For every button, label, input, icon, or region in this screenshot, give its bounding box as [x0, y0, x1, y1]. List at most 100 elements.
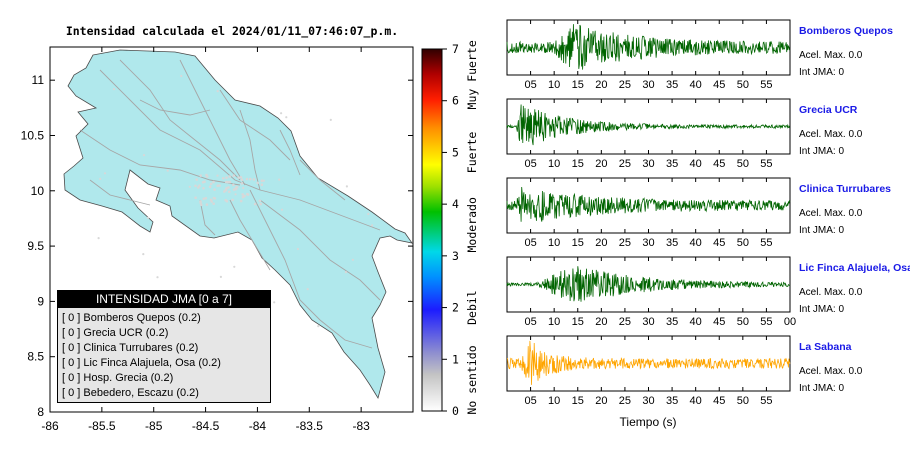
seismogram-trace: [506, 266, 791, 302]
map-y-tick-label: 10: [31, 184, 45, 198]
colorbar-tick-label: 5: [452, 145, 459, 159]
map-x-tick-label: -83.5: [296, 419, 324, 433]
town-marker: [371, 224, 374, 227]
colorbar-tick-label: 3: [452, 249, 459, 263]
legend-station-item: [ 0 ] Lic Finca Alajuela, Osa (0.2): [62, 357, 221, 369]
station-name: Grecia UCR: [799, 104, 858, 116]
road-line: [79, 129, 241, 186]
town-marker: [221, 177, 225, 180]
seismogram-tick-label: 05: [524, 316, 536, 328]
seismogram-tick-label: 30: [642, 158, 654, 170]
town-marker: [243, 194, 246, 198]
seismogram-tick-label: 40: [690, 237, 702, 249]
seismogram-tick-label: 45: [713, 79, 725, 91]
town-marker: [194, 184, 197, 188]
town-marker: [245, 177, 249, 181]
seismogram-tick-label: 30: [642, 316, 654, 328]
seismogram-tick-label: 25: [619, 79, 631, 91]
town-marker: [233, 265, 236, 268]
town-marker: [213, 188, 216, 191]
seismogram-tick-label: 30: [642, 79, 654, 91]
intensity-legend: INTENSIDAD JMA [0 a 7] [ 0 ] Bomberos Qu…: [57, 290, 271, 403]
road-line: [139, 99, 211, 116]
map-y-tick-label: 8.5: [27, 350, 44, 364]
town-marker: [209, 182, 213, 186]
map-y-tick-label: 9.5: [27, 239, 44, 253]
seismogram-tick-label: 40: [690, 158, 702, 170]
town-marker: [205, 173, 208, 177]
seismogram-tick-label: 45: [713, 395, 725, 407]
seismogram-tick-label: 40: [690, 79, 702, 91]
seismogram-tick-label: 25: [619, 237, 631, 249]
seismogram-tick-label: 10: [548, 158, 560, 170]
seismogram-tick-label: 35: [666, 79, 678, 91]
town-marker: [234, 193, 237, 196]
town-marker: [240, 182, 244, 185]
town-marker: [225, 176, 228, 179]
town-marker: [97, 237, 100, 240]
seismogram-panel: 05 10 15 20 25 30 35 40 45 50 55 Bomberos Quepos Ace…: [506, 19, 893, 91]
seismogram-tick-label: 20: [595, 316, 607, 328]
town-marker: [242, 186, 245, 190]
town-marker: [240, 178, 244, 181]
town-marker: [329, 118, 332, 121]
legend-station-item: [ 0 ] Bomberos Quepos (0.2): [62, 312, 201, 324]
town-marker: [285, 116, 288, 119]
town-marker: [367, 212, 370, 216]
town-marker: [239, 176, 243, 179]
map-y-tick-label: 10.5: [21, 128, 45, 142]
town-marker: [296, 247, 299, 251]
seismogram-tick-label: 55: [760, 79, 772, 91]
town-marker: [216, 90, 219, 93]
town-marker: [219, 275, 222, 278]
seismogram-tick-label: 50: [737, 395, 749, 407]
seismogram-tick-label: 25: [619, 395, 631, 407]
town-marker: [99, 177, 102, 180]
colorbar-level-label: Fuerte: [465, 132, 479, 174]
costa-rica-landmass: [63, 49, 413, 399]
seismogram-tick-label: 05: [524, 79, 536, 91]
station-jma-intensity: Int JMA: 0: [799, 383, 844, 394]
seismogram-tick-label: 15: [572, 158, 584, 170]
town-marker: [345, 185, 348, 188]
town-marker: [199, 174, 202, 177]
town-marker: [226, 180, 230, 184]
town-marker: [180, 74, 183, 78]
seismogram-tick-label: 55: [760, 395, 772, 407]
seismogram-tick-label: 40: [690, 395, 702, 407]
town-marker: [216, 174, 219, 177]
town-marker: [234, 187, 238, 191]
colorbar-level-label: Muy Fuerte: [465, 40, 479, 109]
town-marker: [205, 203, 209, 206]
station-max-accel: Acel. Max. 0.0: [799, 208, 863, 219]
map-y-tick-label: 9: [37, 294, 44, 308]
seismogram-tick-label: 45: [713, 237, 725, 249]
station-name: Clinica Turrubares: [799, 183, 891, 195]
map-y-tick-label: 8: [37, 405, 44, 419]
colorbar-tick-label: 6: [452, 94, 459, 108]
town-marker: [103, 172, 107, 175]
station-max-accel: Acel. Max. 0.0: [799, 129, 863, 140]
station-name: Bomberos Quepos: [799, 25, 893, 37]
map-frame: [49, 46, 414, 413]
seismogram-tick-label: 20: [595, 237, 607, 249]
town-marker: [142, 154, 146, 157]
road-line: [239, 109, 261, 191]
station-name: Lic Finca Alajuela, Osa: [799, 262, 910, 274]
seismogram-tick-label: 30: [642, 237, 654, 249]
station-max-accel: Acel. Max. 0.0: [799, 50, 863, 61]
seismogram-tick-label: 35: [666, 237, 678, 249]
town-marker: [306, 288, 309, 291]
map-x-tick-label: -86: [41, 419, 59, 433]
seismogram-tick-label: 30: [642, 395, 654, 407]
seismogram-tick-label: 50: [737, 237, 749, 249]
town-marker: [202, 187, 205, 190]
seismogram-tick-label: 15: [572, 316, 584, 328]
seismogram-tick-label: 35: [666, 395, 678, 407]
road-line: [259, 199, 381, 301]
station-max-accel: Acel. Max. 0.0: [799, 287, 863, 298]
time-axis-label: Tiempo (s): [620, 415, 677, 429]
map-x-tick-label: -84: [249, 419, 267, 433]
seismogram-panel: 05 10 15 20 25 30 35 40 45 50 55 Clinica Turrubares…: [506, 177, 891, 249]
seismogram-tick-label: 40: [690, 316, 702, 328]
